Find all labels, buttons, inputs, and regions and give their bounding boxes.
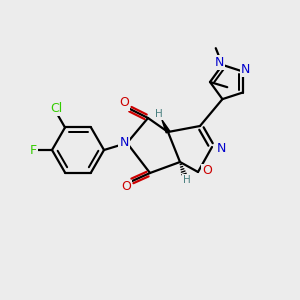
- Text: H: H: [155, 109, 163, 119]
- Text: O: O: [119, 97, 129, 110]
- Text: N: N: [241, 63, 250, 76]
- Polygon shape: [162, 120, 170, 133]
- Text: H: H: [183, 175, 191, 185]
- Text: N: N: [216, 142, 226, 154]
- Text: F: F: [29, 143, 37, 157]
- Text: O: O: [121, 181, 131, 194]
- Text: Cl: Cl: [50, 102, 62, 115]
- Text: O: O: [202, 164, 212, 178]
- Text: N: N: [119, 136, 129, 149]
- Text: N: N: [215, 56, 224, 69]
